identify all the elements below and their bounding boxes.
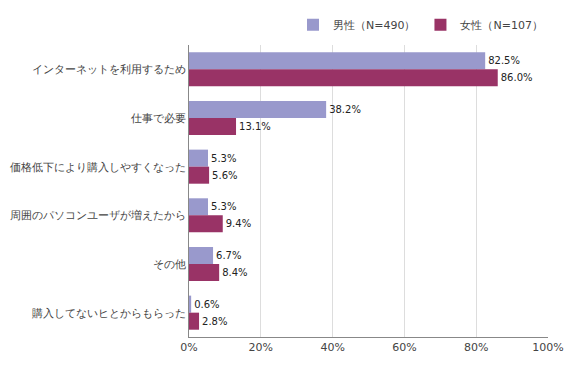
svg-text:女性（N=107）: 女性（N=107） <box>460 19 542 32</box>
svg-text:2.8%: 2.8% <box>202 316 227 327</box>
svg-text:100%: 100% <box>532 341 563 354</box>
svg-text:20%: 20% <box>249 341 273 354</box>
svg-text:5.6%: 5.6% <box>212 170 237 181</box>
svg-text:86.0%: 86.0% <box>501 72 533 83</box>
svg-text:0.6%: 0.6% <box>194 299 219 310</box>
svg-text:8.4%: 8.4% <box>222 267 247 278</box>
svg-text:0%: 0% <box>180 341 197 354</box>
svg-text:13.1%: 13.1% <box>239 121 271 132</box>
svg-text:インターネットを利用するため: インターネットを利用するため <box>32 63 186 76</box>
svg-text:82.5%: 82.5% <box>488 55 520 66</box>
svg-text:5.3%: 5.3% <box>211 201 236 212</box>
svg-text:40%: 40% <box>320 341 344 354</box>
svg-text:仕事で必要: 仕事で必要 <box>131 112 186 125</box>
svg-text:その他: その他 <box>153 258 186 271</box>
svg-text:周囲のパソコンユーザが増えたから: 周囲のパソコンユーザが増えたから <box>10 209 186 222</box>
svg-text:5.3%: 5.3% <box>211 153 236 164</box>
svg-text:60%: 60% <box>392 341 416 354</box>
svg-text:男性（N=490）: 男性（N=490） <box>333 19 415 32</box>
svg-text:38.2%: 38.2% <box>329 104 361 115</box>
svg-text:9.4%: 9.4% <box>226 218 251 229</box>
svg-text:購入してないヒとからもらった: 購入してないヒとからもらった <box>32 307 186 320</box>
svg-text:80%: 80% <box>464 341 488 354</box>
svg-text:6.7%: 6.7% <box>216 250 241 261</box>
svg-text:価格低下により購入しやすくなった: 価格低下により購入しやすくなった <box>10 161 186 174</box>
